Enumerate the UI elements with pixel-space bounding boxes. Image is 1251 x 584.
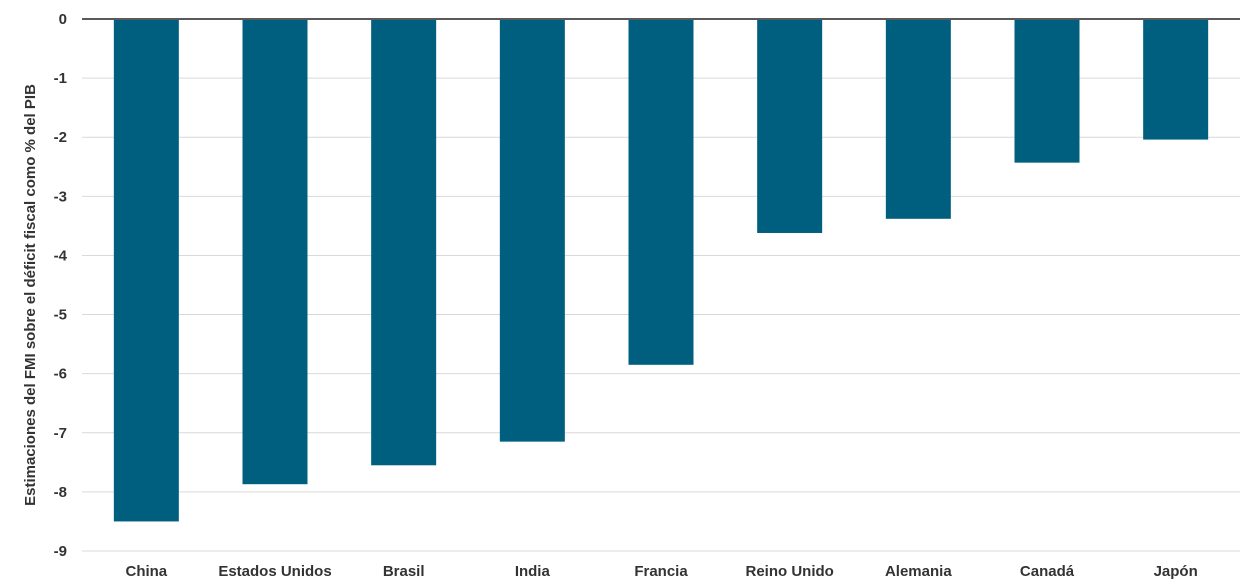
x-tick-label: Canadá <box>1020 563 1075 579</box>
x-tick-label: Brasil <box>383 563 425 579</box>
y-axis-label: Estimaciones del FMI sobre el déficit fi… <box>22 84 39 506</box>
bar <box>113 19 179 522</box>
x-tick-label: Japón <box>1154 563 1198 579</box>
x-tick-labels: China Estados Unidos Brasil India Francia Rei… <box>125 563 1198 580</box>
x-tick-label: Alemania <box>885 563 952 579</box>
y-tick-label: -6 <box>54 366 67 383</box>
bar <box>242 19 308 485</box>
bar <box>1143 19 1209 140</box>
y-tick-label: -1 <box>54 70 67 87</box>
y-tick-labels: 0 -1 -2 -3 -4 -5 -6 -7 -8 -9 <box>54 11 68 560</box>
bar <box>1014 19 1080 163</box>
x-tick-label: India <box>515 563 551 579</box>
x-tick-label: Estados Unidos <box>218 563 331 579</box>
bar <box>885 19 951 219</box>
y-tick-label: -9 <box>54 543 67 560</box>
y-tick-label: -7 <box>54 425 67 442</box>
bar <box>499 19 565 442</box>
y-tick-label: -4 <box>54 247 68 264</box>
x-tick-label: China <box>125 563 167 579</box>
y-tick-label: -2 <box>54 129 67 146</box>
y-tick-label: -3 <box>54 188 67 205</box>
y-tick-label: -8 <box>54 484 67 501</box>
x-tick-label: Reino Unido <box>746 563 834 579</box>
bar <box>757 19 823 233</box>
y-tick-label: 0 <box>59 11 67 28</box>
x-tick-label: Francia <box>634 563 688 579</box>
y-tick-label: -5 <box>54 307 67 324</box>
bar <box>628 19 694 365</box>
bar <box>371 19 437 466</box>
bars <box>113 19 1209 522</box>
